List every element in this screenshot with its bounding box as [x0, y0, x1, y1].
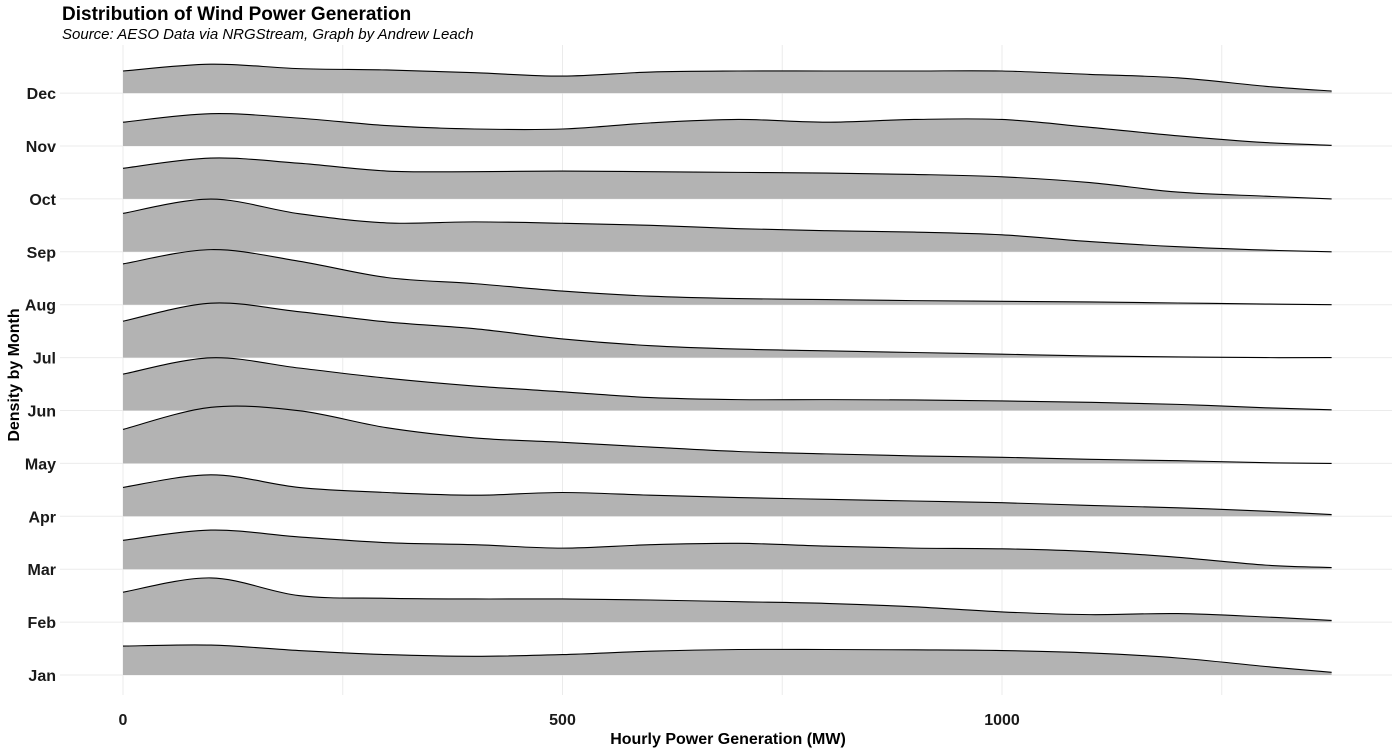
y-tick-label: Jun: [28, 404, 56, 421]
ridge-aug: [122, 249, 1332, 306]
ridge-line: [122, 249, 1332, 306]
ridge-fill: [123, 249, 1332, 305]
y-tick-label: Sep: [27, 245, 57, 262]
ridge-fill: [123, 474, 1332, 517]
ridge-oct: [122, 157, 1332, 200]
tick-layer: Dec Nov Oct Sep Aug Jul Jun May Apr Mar Feb Jan 0 500…: [25, 86, 1020, 729]
y-tick-label: Oct: [29, 192, 56, 209]
chart-subtitle: Source: AESO Data via NRGStream, Graph b…: [62, 26, 474, 43]
ridge-line: [122, 577, 1332, 621]
ridge-may: [122, 405, 1332, 464]
ridge-jan: [122, 644, 1332, 675]
ridge-fill: [123, 406, 1332, 464]
ridge-fill: [123, 357, 1332, 411]
ridge-fill: [123, 577, 1332, 623]
y-tick-label: Nov: [26, 139, 56, 156]
y-tick-label: Apr: [28, 509, 56, 526]
ridge-mar: [122, 529, 1332, 570]
ridge-line: [122, 405, 1332, 464]
ridge-layer: [122, 63, 1332, 675]
ridge-fill: [123, 157, 1332, 199]
ridge-line: [122, 302, 1332, 359]
ridge-line: [122, 63, 1332, 92]
ridge-line: [122, 157, 1332, 200]
ridge-nov: [122, 113, 1332, 146]
y-axis-title: Density by Month: [6, 308, 23, 441]
ridge-feb: [122, 577, 1332, 623]
ridge-dec: [122, 63, 1332, 94]
ridge-fill: [123, 530, 1332, 570]
ridge-line: [122, 357, 1332, 411]
y-tick-label: Aug: [25, 298, 56, 315]
x-axis-title: Hourly Power Generation (MW): [610, 731, 846, 748]
ridge-fill: [123, 644, 1332, 675]
y-tick-label: Mar: [28, 562, 56, 579]
x-tick-label: 0: [119, 712, 128, 729]
y-tick-label: Jul: [33, 351, 56, 368]
chart-title: Distribution of Wind Power Generation: [62, 4, 412, 25]
ridge-apr: [122, 474, 1332, 517]
ridge-fill: [123, 199, 1332, 252]
ridge-jul: [122, 302, 1332, 359]
ridge-line: [122, 198, 1332, 253]
ridge-jun: [122, 357, 1332, 411]
ridge-sep: [122, 198, 1332, 253]
y-tick-label: Dec: [27, 86, 56, 103]
x-tick-label: 500: [549, 712, 576, 729]
x-tick-label: 1000: [984, 712, 1020, 729]
ridge-fill: [123, 302, 1332, 358]
ridge-line: [122, 644, 1332, 673]
y-tick-label: Jan: [28, 668, 56, 685]
ridge-line: [122, 113, 1332, 146]
ridge-line: [122, 529, 1332, 569]
y-tick-label: May: [25, 456, 56, 473]
y-tick-label: Feb: [28, 615, 57, 632]
ridge-line: [122, 474, 1332, 516]
